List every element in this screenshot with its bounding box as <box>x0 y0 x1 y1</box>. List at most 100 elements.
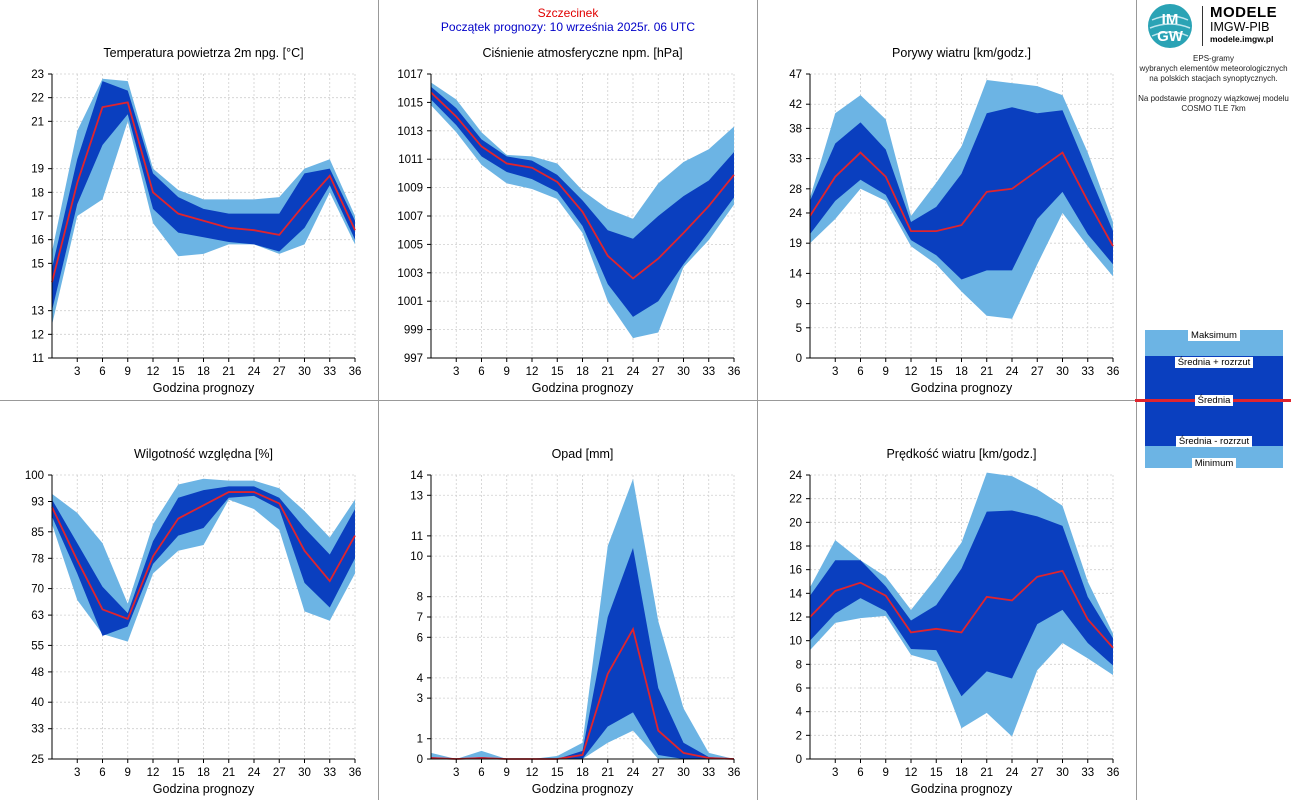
y-tick-label: 13 <box>410 490 423 502</box>
spread-band <box>431 548 734 759</box>
x-tick-label: 30 <box>1056 366 1069 378</box>
x-tick-label: 24 <box>1006 767 1019 779</box>
x-tick-label: 6 <box>478 366 484 378</box>
x-tick-label: 27 <box>652 767 665 779</box>
x-tick-label: 12 <box>147 366 160 378</box>
x-tick-label: 36 <box>728 366 741 378</box>
legend-min-label: Minimum <box>1191 458 1237 469</box>
x-tick-label: 33 <box>702 767 715 779</box>
y-tick-label: 78 <box>31 553 44 565</box>
wind-gusts-chart: Porywy wiatru [km/godz.] 0 5 9 14 19 24 28 33 38 4… <box>789 46 1119 395</box>
y-tick-label: 1011 <box>398 154 423 166</box>
y-tick-label: 7 <box>417 612 423 624</box>
x-tick-label: 9 <box>125 767 131 779</box>
x-tick-label: 36 <box>349 366 362 378</box>
x-tick-label: 6 <box>99 366 105 378</box>
y-tick-label: 13 <box>31 306 44 318</box>
x-tick-label: 21 <box>222 767 235 779</box>
x-tick-label: 15 <box>551 767 564 779</box>
y-tick-label: 6 <box>796 683 802 695</box>
mean-line <box>809 569 1114 649</box>
x-tick-label: 36 <box>1107 767 1120 779</box>
x-tick-label: 24 <box>248 767 261 779</box>
chart-title: Wilgotność względna [%] <box>134 447 273 461</box>
spread-band <box>52 81 355 311</box>
legend-mean-label: Średnia <box>1194 395 1234 406</box>
y-tick-label: 24 <box>789 470 802 482</box>
y-tick-label: 47 <box>789 69 802 81</box>
y-tick-label: 1013 <box>397 126 423 138</box>
x-tick-label: 30 <box>1056 767 1069 779</box>
min-max-band <box>52 478 355 642</box>
y-tick-label: 2 <box>796 730 802 742</box>
logo-divider <box>1202 6 1203 46</box>
y-tick-label: 1007 <box>397 211 423 223</box>
x-axis-label: Godzina prognozy <box>532 381 634 395</box>
x-tick-label: 6 <box>478 767 484 779</box>
imgw-logo[interactable]: IM GW MODELE IMGW-PIB modele.imgw.pl <box>1146 2 1286 50</box>
info-line: EPS-gramy <box>1193 54 1234 63</box>
y-tick-label: 33 <box>789 154 802 166</box>
y-tick-label: 1 <box>417 734 423 746</box>
x-tick-label: 12 <box>905 366 918 378</box>
x-tick-label: 6 <box>99 767 105 779</box>
y-tick-label: 9 <box>796 299 802 311</box>
x-tick-label: 9 <box>504 366 510 378</box>
mean-line <box>809 151 1114 247</box>
x-tick-label: 24 <box>627 366 640 378</box>
y-tick-label: 100 <box>25 470 44 482</box>
spread-band <box>810 510 1113 697</box>
y-tick-label: 0 <box>417 754 423 766</box>
y-tick-label: 23 <box>31 69 44 81</box>
mean-line <box>430 91 735 280</box>
x-tick-label: 3 <box>74 767 80 779</box>
y-tick-label: 16 <box>789 565 802 577</box>
x-tick-label: 9 <box>504 767 510 779</box>
logo-url[interactable]: modele.imgw.pl <box>1210 34 1274 44</box>
y-tick-label: 22 <box>31 93 44 105</box>
x-tick-label: 36 <box>349 767 362 779</box>
y-tick-label: 55 <box>31 640 44 652</box>
x-tick-label: 3 <box>74 366 80 378</box>
y-tick-label: 20 <box>789 517 802 529</box>
logo-title: MODELE <box>1210 4 1278 21</box>
y-tick-label: 11 <box>411 531 423 543</box>
x-tick-label: 30 <box>298 767 311 779</box>
x-tick-label: 9 <box>883 366 889 378</box>
y-tick-label: 21 <box>31 116 44 128</box>
x-tick-label: 21 <box>601 366 614 378</box>
y-tick-label: 1001 <box>397 296 423 308</box>
y-tick-label: 3 <box>417 693 423 705</box>
pressure-chart: Ciśnienie atmosferyczne npm. [hPa]997999… <box>397 46 741 395</box>
spread-band <box>52 486 355 636</box>
y-tick-label: 997 <box>404 353 423 365</box>
y-tick-label: 14 <box>789 268 802 280</box>
y-tick-label: 18 <box>31 187 44 199</box>
x-tick-label: 9 <box>883 767 889 779</box>
x-tick-label: 3 <box>453 366 459 378</box>
x-tick-label: 33 <box>323 366 336 378</box>
x-axis-label: Godzina prognozy <box>153 381 255 395</box>
info-text: EPS-gramy wybranych elementów meteorolog… <box>1136 54 1291 114</box>
y-tick-label: 4 <box>417 673 424 685</box>
y-tick-label: 28 <box>789 184 802 196</box>
x-tick-label: 33 <box>702 366 715 378</box>
x-tick-label: 21 <box>980 366 993 378</box>
info-line: wybranych elementów meteorologicznych <box>1139 64 1288 73</box>
x-tick-label: 33 <box>1081 767 1094 779</box>
x-tick-label: 3 <box>832 767 838 779</box>
y-tick-label: 40 <box>31 697 44 709</box>
info-line: na polskich stacjach synoptycznych. <box>1149 74 1278 83</box>
x-tick-label: 36 <box>728 767 741 779</box>
x-tick-label: 21 <box>980 767 993 779</box>
y-tick-label: 15 <box>31 258 44 270</box>
x-tick-label: 18 <box>576 366 589 378</box>
x-tick-label: 24 <box>1006 366 1019 378</box>
x-tick-label: 27 <box>273 767 286 779</box>
x-tick-label: 33 <box>323 767 336 779</box>
chart-title: Prędkość wiatru [km/godz.] <box>886 447 1036 461</box>
y-tick-label: 0 <box>796 353 802 365</box>
x-tick-label: 21 <box>601 767 614 779</box>
info-line: Na podstawie prognozy wiązkowej modelu <box>1138 94 1289 103</box>
